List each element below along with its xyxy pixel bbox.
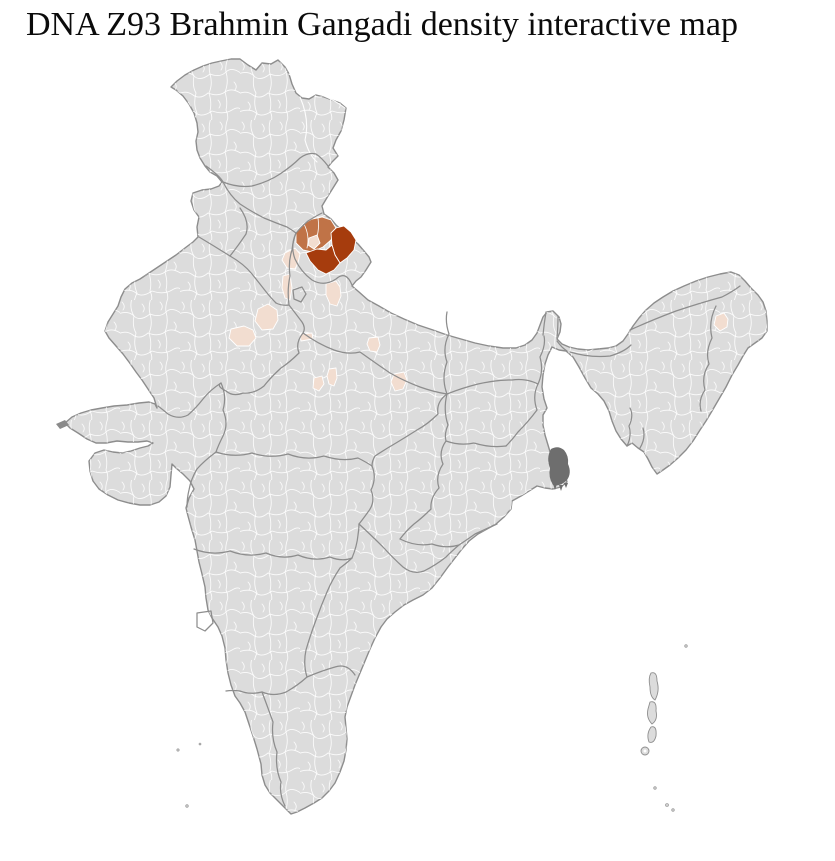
district-cluster-high[interactable] <box>305 225 357 275</box>
district-low[interactable] <box>254 303 279 331</box>
district-low[interactable] <box>281 247 301 270</box>
district-low[interactable] <box>366 336 381 353</box>
kashmir-claim-lines <box>288 73 346 163</box>
district-high[interactable] <box>305 244 341 275</box>
district-high[interactable] <box>330 225 357 264</box>
district-low[interactable] <box>307 234 321 250</box>
andaman-island[interactable] <box>647 701 657 725</box>
state-borders <box>157 152 741 807</box>
sundarbans-delta <box>548 447 570 491</box>
district-low[interactable] <box>325 280 342 307</box>
districts-low-group[interactable] <box>228 247 729 392</box>
andaman-island[interactable] <box>648 672 659 701</box>
district-low[interactable] <box>312 375 325 392</box>
district-low[interactable] <box>228 325 257 347</box>
small-island-dots <box>176 644 688 812</box>
district-low[interactable] <box>390 371 408 392</box>
nicobar-island <box>643 749 647 753</box>
kutch-islet <box>56 420 69 429</box>
district-borders-texture <box>65 59 767 814</box>
andaman-island[interactable] <box>647 726 657 743</box>
district-low[interactable] <box>713 312 729 332</box>
district-low[interactable] <box>326 367 338 387</box>
island-group <box>640 672 659 756</box>
page-title: DNA Z93 Brahmin Gangadi density interact… <box>26 6 738 43</box>
